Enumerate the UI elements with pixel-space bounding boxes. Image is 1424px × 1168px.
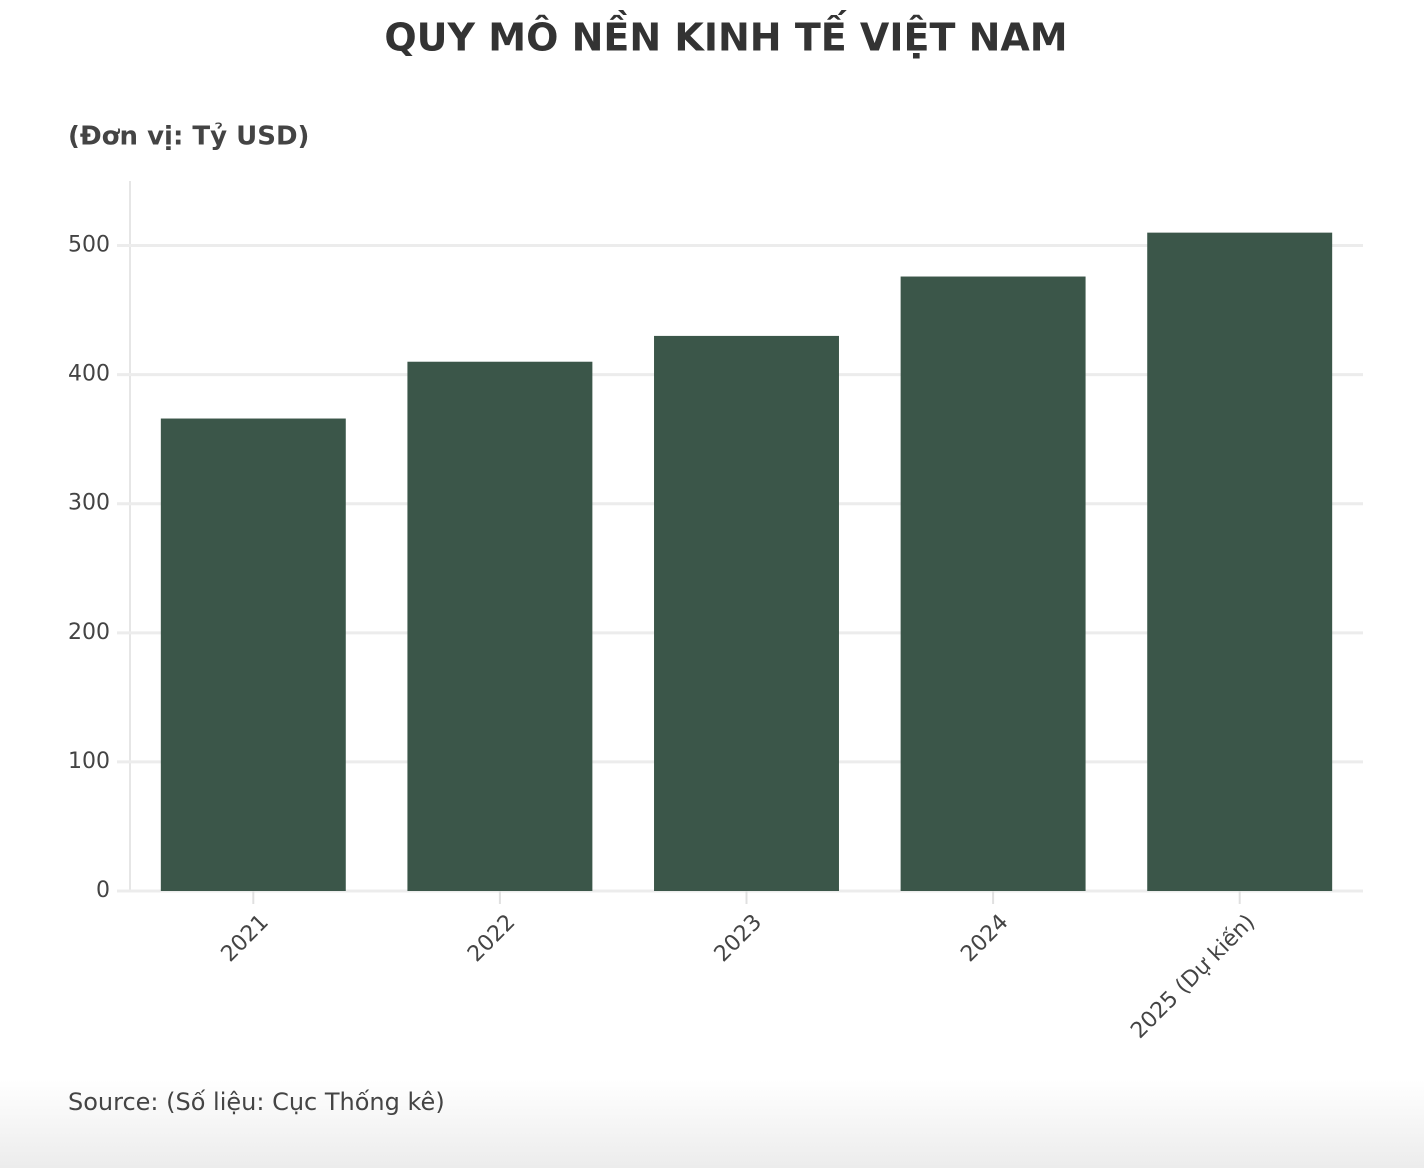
x-tick-label: 2021 — [217, 910, 274, 967]
bar — [654, 335, 839, 892]
x-tick-label: 2024 — [956, 910, 1013, 967]
y-tick-label: 0 — [96, 878, 110, 903]
bar — [1147, 232, 1333, 892]
y-tick-label: 500 — [68, 233, 110, 258]
bar — [160, 418, 346, 891]
y-tick-label: 400 — [68, 362, 110, 387]
x-tick-label: 2023 — [710, 910, 767, 967]
x-tick-label: 2025 (Dự kiến) — [1126, 910, 1260, 1044]
y-tick-label: 200 — [68, 620, 110, 645]
chart-subtitle: (Đơn vị: Tỷ USD) — [68, 122, 309, 152]
bar — [407, 361, 593, 891]
source-note: Source: (Số liệu: Cục Thống kê) — [68, 1088, 445, 1116]
footer-shade — [0, 1080, 1424, 1168]
y-tick-label: 100 — [68, 749, 110, 774]
bar — [900, 276, 1086, 891]
chart-title: QUY MÔ NỀN KINH TẾ VIỆT NAM — [384, 11, 1067, 60]
y-tick-label: 300 — [68, 491, 110, 516]
x-tick-label: 2022 — [463, 910, 520, 967]
